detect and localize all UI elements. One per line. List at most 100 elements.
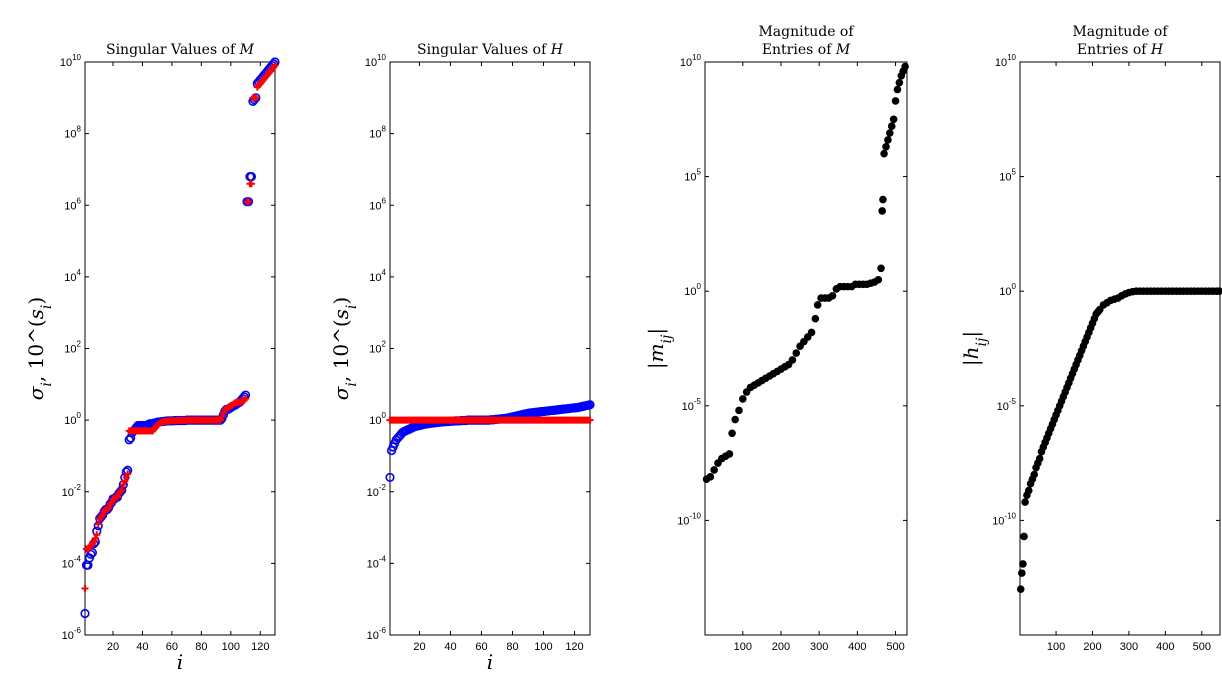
point-dot <box>811 314 820 323</box>
point-dot <box>874 275 883 284</box>
point-plus <box>108 498 116 506</box>
xtick-label: 120 <box>251 641 269 653</box>
point-dot <box>895 78 904 87</box>
point-dot <box>1215 287 1222 295</box>
panel-title: Singular Values of H <box>417 42 564 58</box>
axes-box <box>84 61 276 636</box>
xtick-label: 400 <box>848 641 866 653</box>
point-plus <box>122 473 130 481</box>
point-dot <box>1030 470 1039 479</box>
ytick-label: 100 <box>369 411 386 427</box>
ytick-label: 10-5 <box>682 397 702 413</box>
ytick-label: 10-10 <box>677 511 701 527</box>
point-plus <box>81 584 89 592</box>
xtick-label: 100 <box>534 641 552 653</box>
ytick-label: 10-10 <box>992 511 1016 527</box>
y-axis-label: σi, 10^(si) <box>329 297 360 400</box>
point-plus <box>105 504 113 512</box>
point-plus <box>121 477 129 485</box>
ytick-label: 1010 <box>995 53 1017 69</box>
xtick-label: 200 <box>772 641 790 653</box>
point-dot <box>1018 569 1026 577</box>
ytick-label: 10-4 <box>367 554 387 570</box>
y-axis-label: |hij| <box>959 331 990 366</box>
axes-box <box>1019 61 1221 636</box>
point-plus <box>119 481 127 489</box>
ytick-label: 104 <box>64 268 81 284</box>
xtick-label: 100 <box>1047 641 1065 653</box>
point-plus <box>247 180 255 188</box>
point-plus <box>99 511 107 519</box>
axes-box <box>389 61 591 636</box>
point-plus <box>91 534 99 542</box>
point-plus <box>118 486 126 494</box>
point-circle <box>86 549 96 560</box>
point-circle <box>87 548 97 558</box>
point-dot <box>739 395 747 403</box>
panel-title: Entries of H <box>1077 42 1164 58</box>
xtick-label: 60 <box>475 641 487 653</box>
point-plus <box>242 395 250 403</box>
ytick-label: 108 <box>369 125 386 141</box>
xtick-label: 40 <box>136 641 148 653</box>
xtick-label: 300 <box>1120 641 1138 653</box>
point-dot <box>725 450 734 458</box>
panel-2: 10-6 10-4 10-2 100 102 104 106 108 1010 20 40 60 80 1… <box>329 42 595 674</box>
point-dot <box>1016 585 1025 593</box>
x-axis-label: i <box>177 650 183 674</box>
point-plus <box>94 520 102 528</box>
ytick-label: 105 <box>999 168 1016 184</box>
point-plus <box>90 538 98 546</box>
ytick-label: 10-5 <box>997 397 1017 413</box>
point-dot <box>828 291 837 300</box>
y-axis-label: σi, 10^(si) <box>24 297 55 400</box>
ytick-label: 10-2 <box>62 483 82 499</box>
point-dot <box>886 129 894 137</box>
panel-title: Singular Values of M <box>106 42 255 58</box>
point-plus <box>219 409 227 417</box>
ytick-label: 10-4 <box>62 554 82 570</box>
panel-title: Magnitude of <box>758 24 855 40</box>
xtick-label: 120 <box>565 641 583 653</box>
panel-title: Entries of M <box>762 42 851 58</box>
panel-3: 10-10 10-5 100 105 1010 100 200 300 400 500 Magnit… <box>644 24 909 653</box>
ytick-label: 108 <box>64 125 81 141</box>
point-dot <box>807 328 816 337</box>
point-dot <box>1020 532 1028 541</box>
xtick-label: 500 <box>1193 641 1211 653</box>
ytick-label: 102 <box>64 340 81 356</box>
xtick-label: 60 <box>166 641 178 653</box>
point-dot <box>813 301 822 309</box>
xtick-label: 200 <box>1083 641 1101 653</box>
ytick-label: 100 <box>999 282 1016 298</box>
point-dot <box>893 85 902 94</box>
ytick-label: 106 <box>369 196 386 212</box>
point-plus <box>124 470 132 478</box>
point-dot <box>728 429 736 438</box>
panel-4: 10-10 10-5 100 105 1010 100 200 300 400 500 Magnit… <box>959 24 1222 653</box>
point-dot <box>731 415 739 424</box>
point-dot <box>901 62 909 71</box>
xtick-label: 100 <box>222 641 240 653</box>
point-dot <box>889 115 898 124</box>
point-dot <box>879 195 887 204</box>
y-axis-label: |mij| <box>644 328 675 369</box>
xtick-label: 80 <box>195 641 207 653</box>
point-dot <box>735 406 743 415</box>
point-circle <box>585 400 595 410</box>
xtick-label: 100 <box>734 641 752 653</box>
point-plus <box>93 531 101 539</box>
xtick-label: 20 <box>413 641 425 653</box>
ytick-label: 10-6 <box>62 626 82 642</box>
ytick-label: 10-2 <box>367 483 387 499</box>
ytick-label: 1010 <box>680 53 702 69</box>
point-dot <box>891 97 900 105</box>
point-plus <box>252 94 260 102</box>
xtick-label: 500 <box>886 641 904 653</box>
point-plus <box>244 198 252 206</box>
axes-box <box>704 61 908 636</box>
point-plus <box>217 416 225 424</box>
point-plus <box>271 62 279 70</box>
point-dot <box>1021 498 1029 506</box>
